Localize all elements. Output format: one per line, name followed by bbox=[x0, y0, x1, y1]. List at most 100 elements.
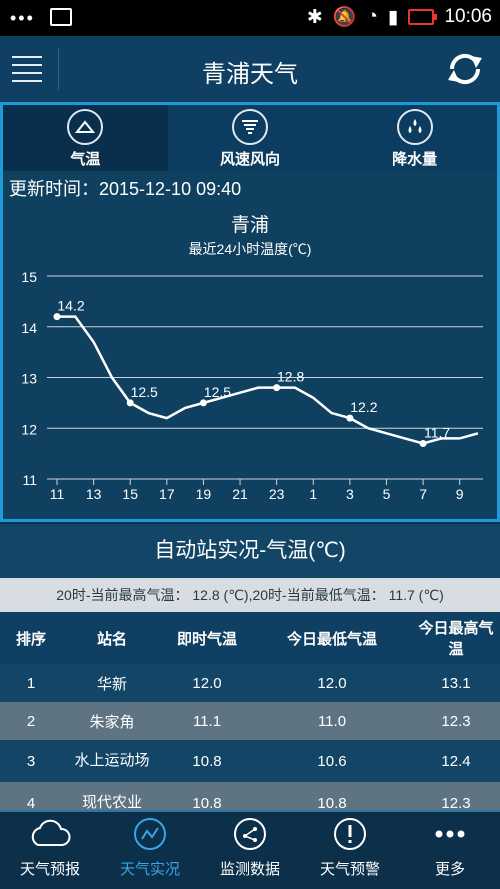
tab-label: 降水量 bbox=[392, 151, 438, 168]
nav-warning[interactable]: 天气预警 bbox=[300, 812, 400, 889]
x-tick-label: 3 bbox=[346, 486, 354, 502]
x-tick-label: 17 bbox=[159, 486, 175, 502]
battery-icon bbox=[408, 9, 438, 25]
status-bar: ••• ✱ 🔕 ◔ ▮ 10:06 bbox=[0, 0, 500, 36]
data-label: 12.2 bbox=[350, 399, 377, 415]
nav-label: 天气预警 bbox=[319, 861, 380, 878]
x-tick-label: 5 bbox=[383, 486, 391, 502]
menu-icon[interactable] bbox=[12, 56, 42, 82]
chart-icon bbox=[134, 818, 166, 850]
status-icons: ✱ 🔕 ◔ ▮ 10:06 bbox=[307, 5, 492, 29]
min-temp-cell: 11.0 bbox=[317, 712, 347, 730]
tornado-icon bbox=[232, 109, 268, 145]
tab-precipitation[interactable]: 降水量 bbox=[332, 105, 498, 171]
header-min-temp[interactable]: 今日最低气温 bbox=[286, 630, 377, 648]
data-label: 14.2 bbox=[57, 298, 84, 314]
data-label: 12.8 bbox=[277, 369, 304, 385]
x-tick-label: 23 bbox=[269, 486, 285, 502]
wifi-icon: ◔ bbox=[366, 6, 378, 27]
image-notification-icon bbox=[50, 8, 72, 26]
data-point bbox=[346, 414, 354, 422]
x-tick-label: 1 bbox=[309, 486, 317, 502]
nav-label: 天气实况 bbox=[119, 861, 180, 878]
station-cell: 朱家角 bbox=[89, 713, 135, 731]
chart-title: 青浦 bbox=[231, 214, 269, 236]
station-table-body[interactable]: 1 华新 12.0 12.0 13.1 2 朱家角 11.1 11.0 12.3… bbox=[0, 664, 500, 810]
x-tick-label: 19 bbox=[196, 486, 212, 502]
data-point bbox=[126, 399, 134, 407]
current-temp-cell: 12.0 bbox=[192, 674, 222, 692]
data-point bbox=[53, 313, 61, 321]
table-row[interactable]: 2 朱家角 11.1 11.0 12.3 bbox=[0, 702, 500, 740]
page-title: 青浦天气 bbox=[202, 61, 298, 88]
nav-more[interactable]: 更多 bbox=[400, 812, 500, 889]
tab-bar: 气温 风速风向 降水量 bbox=[3, 105, 498, 171]
bluetooth-icon: ✱ bbox=[306, 6, 323, 28]
data-label: 12.5 bbox=[204, 384, 231, 400]
x-tick-label: 7 bbox=[419, 486, 427, 502]
y-tick-label: 13 bbox=[21, 371, 37, 387]
nav-label: 更多 bbox=[434, 861, 465, 878]
min-temp-cell: 12.0 bbox=[317, 674, 347, 692]
header-max-temp[interactable]: 今日最高气温 bbox=[418, 620, 494, 658]
tab-temperature[interactable]: 气温 bbox=[3, 105, 168, 171]
nav-live-weather[interactable]: 天气实况 bbox=[100, 812, 200, 889]
tab-wind[interactable]: 风速风向 bbox=[167, 105, 333, 171]
temperature-chart: 青浦 最近24小时温度(℃) 14.2 12.5 12.5 12.8 12.2 11.7 1… bbox=[21, 214, 483, 502]
alert-icon bbox=[334, 818, 366, 850]
nav-forecast[interactable]: 天气预报 bbox=[0, 812, 100, 889]
x-tick-label: 15 bbox=[122, 486, 138, 502]
max-temp-cell: 12.3 bbox=[441, 712, 471, 730]
share-icon bbox=[234, 818, 266, 850]
table-row[interactable]: 4 现代农业 10.8 10.8 12.3 bbox=[0, 782, 500, 810]
rank-cell: 1 bbox=[26, 674, 36, 692]
station-cell: 现代农业 bbox=[81, 794, 142, 810]
rank-cell: 2 bbox=[26, 712, 36, 730]
data-label: 11.7 bbox=[424, 424, 450, 440]
nav-label: 监测数据 bbox=[219, 861, 280, 878]
max-temp-cell: 13.1 bbox=[441, 674, 471, 692]
refresh-icon[interactable] bbox=[444, 48, 486, 90]
chart-panel: 气温 风速风向 降水量 更新时间：2015-12-10 09:40 青浦 最近2… bbox=[0, 102, 500, 522]
temperature-summary: 20时-当前最高气温： 12.8 (℃),20时-当前最低气温： 11.7 (℃… bbox=[0, 578, 500, 612]
status-time: 10:06 bbox=[444, 6, 492, 27]
max-temp-cell: 12.4 bbox=[441, 752, 471, 770]
y-tick-label: 15 bbox=[21, 269, 37, 285]
cloud-icon bbox=[31, 819, 71, 846]
x-tick-label: 9 bbox=[456, 486, 464, 502]
bottom-navigation: 天气预报 天气实况 监测数据 天气预警 更多 bbox=[0, 810, 500, 889]
cloud-outline-icon bbox=[67, 109, 104, 145]
station-panel: 自动站实况-气温(℃) 20时-当前最高气温： 12.8 (℃),20时-当前最… bbox=[0, 524, 500, 810]
station-title: 自动站实况-气温(℃) bbox=[154, 539, 346, 562]
y-tick-label: 11 bbox=[22, 472, 37, 488]
tab-label: 风速风向 bbox=[220, 151, 281, 168]
data-point bbox=[199, 399, 207, 407]
tab-label: 气温 bbox=[70, 151, 101, 168]
header-divider bbox=[58, 48, 59, 90]
nav-monitoring[interactable]: 监测数据 bbox=[200, 812, 300, 889]
mute-icon: 🔕 bbox=[332, 7, 357, 28]
app-header: 青浦天气 bbox=[0, 36, 500, 102]
temperature-line bbox=[57, 315, 479, 445]
rank-cell: 3 bbox=[26, 752, 36, 770]
current-temp-cell: 10.8 bbox=[192, 794, 222, 811]
max-temp-cell: 12.3 bbox=[441, 794, 471, 811]
current-temp-cell: 10.8 bbox=[192, 752, 222, 770]
header-current-temp[interactable]: 即时气温 bbox=[176, 630, 237, 648]
station-cell: 水上运动场 bbox=[74, 752, 150, 769]
x-tick-label: 13 bbox=[86, 486, 102, 502]
table-row[interactable]: 3 水上运动场 10.8 10.6 12.4 bbox=[0, 740, 500, 782]
y-tick-label: 12 bbox=[21, 421, 37, 437]
header-rank[interactable]: 排序 bbox=[15, 630, 46, 648]
more-icon bbox=[435, 830, 465, 838]
min-temp-cell: 10.6 bbox=[317, 752, 347, 770]
chart-subtitle: 最近24小时温度(℃) bbox=[189, 241, 312, 257]
table-header: 排序 站名 即时气温 今日最低气温 今日最高气温 bbox=[0, 612, 500, 664]
x-tick-label: 11 bbox=[50, 486, 65, 502]
notification-dots: ••• bbox=[10, 8, 35, 28]
header-station[interactable]: 站名 bbox=[96, 630, 127, 648]
min-temp-cell: 10.8 bbox=[317, 794, 347, 811]
table-row[interactable]: 1 华新 12.0 12.0 13.1 bbox=[0, 664, 500, 702]
y-tick-label: 14 bbox=[21, 320, 37, 336]
data-point bbox=[273, 384, 281, 392]
